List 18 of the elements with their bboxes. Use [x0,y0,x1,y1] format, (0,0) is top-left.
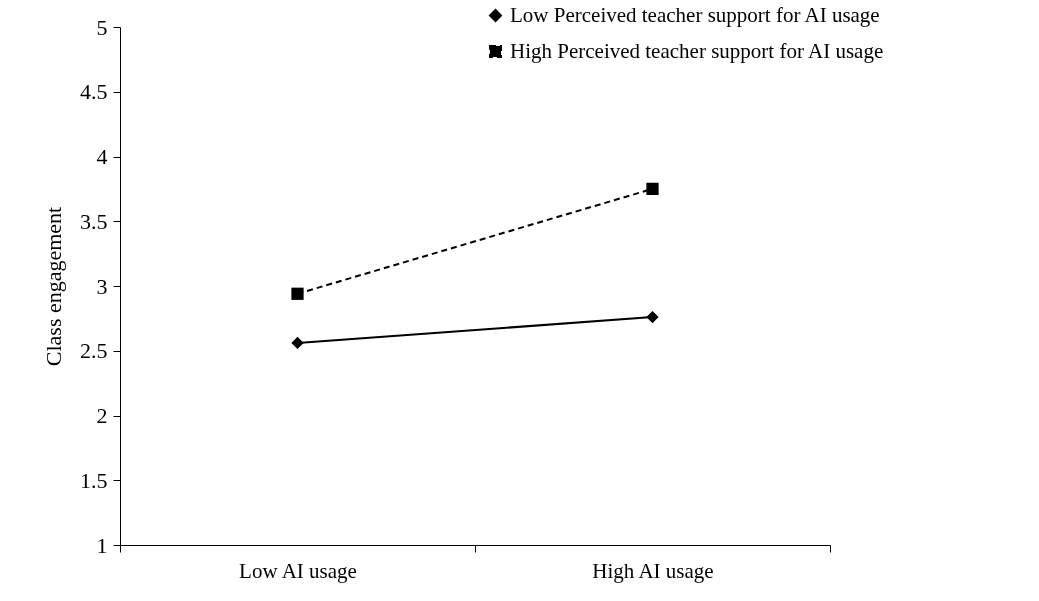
legend-label: High Perceived teacher support for AI usage [510,38,884,63]
y-tick-label: 1 [96,532,108,558]
legend-label: Low Perceived teacher support for AI usage [510,2,880,27]
y-tick-label: 3.5 [80,208,108,234]
y-tick-label: 5 [96,14,108,40]
y-tick-label: 2 [96,403,108,428]
y-tick-label: 1.5 [80,467,108,493]
y-axis-title: Class engagement [41,206,66,367]
y-tick-label: 2.5 [80,338,108,364]
y-tick-label: 4.5 [80,79,108,105]
y-tick-label: 3 [96,273,108,299]
y-tick-label: 4 [96,144,108,169]
point [291,336,304,350]
x-tick-label: Low AI usage [239,558,357,583]
x-tick-label: High AI usage [592,558,714,583]
point [646,310,659,324]
point [291,287,304,300]
point [646,182,659,195]
